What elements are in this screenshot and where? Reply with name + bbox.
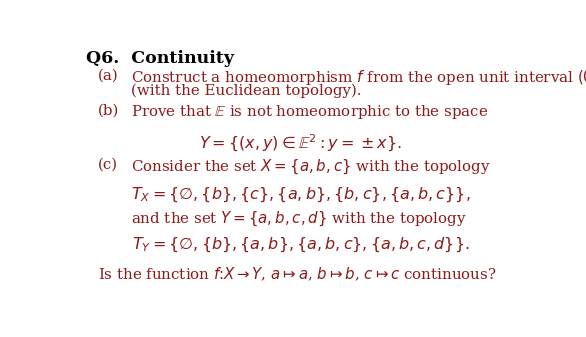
Text: $T_X = \{\emptyset, \{b\}, \{c\}, \{a,b\}, \{b,c\}, \{a,b,c\}\},$: $T_X = \{\emptyset, \{b\}, \{c\}, \{a,b\… [131,186,470,204]
Text: (b): (b) [98,103,120,117]
Text: $T_Y = \{\emptyset, \{b\}, \{a,b\}, \{a,b,c\}, \{a,b,c,d\}\}.$: $T_Y = \{\emptyset, \{b\}, \{a,b\}, \{a,… [131,236,469,254]
Text: Q6.  Continuity: Q6. Continuity [86,50,234,66]
Text: Consider the set $X = \{a,b,c\}$ with the topology: Consider the set $X = \{a,b,c\}$ with th… [131,158,491,176]
Text: (c): (c) [98,158,118,172]
Text: (a): (a) [98,68,119,82]
Text: Is the function $f\colon X\to Y$, $a\mapsto a$, $b\mapsto b$, $c\mapsto c$ conti: Is the function $f\colon X\to Y$, $a\map… [98,266,497,283]
Text: and the set $Y = \{a,b,c,d\}$ with the topology: and the set $Y = \{a,b,c,d\}$ with the t… [131,210,467,228]
Text: Prove that $\mathbb{E}$ is not homeomorphic to the space: Prove that $\mathbb{E}$ is not homeomorp… [131,103,489,121]
Text: Construct a homeomorphism $f$ from the open unit interval $(0,1)$ to $\mathbb{R}: Construct a homeomorphism $f$ from the o… [131,68,586,87]
Text: (with the Euclidean topology).: (with the Euclidean topology). [131,84,362,98]
Text: $Y = \{(x,y)\in\mathbb{E}^2 : y=\pm x\}.$: $Y = \{(x,y)\in\mathbb{E}^2 : y=\pm x\}.… [199,132,401,154]
